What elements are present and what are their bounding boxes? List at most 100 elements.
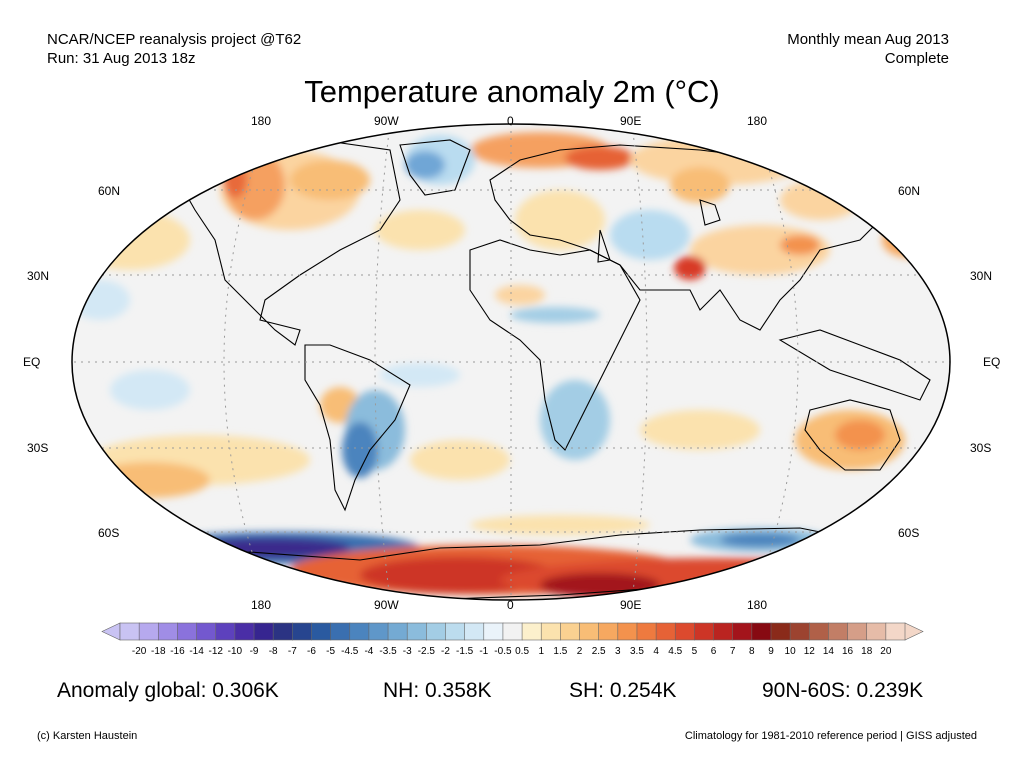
legend-tick-label: -3.5: [379, 646, 397, 657]
legend-tick-label: 18: [861, 646, 873, 657]
lon-label-top-180e: 180: [747, 114, 768, 128]
legend-swatch: [560, 622, 581, 641]
legend-swatch: [789, 622, 810, 641]
legend-swatch: [502, 622, 523, 641]
legend-tick-label: 8: [749, 646, 755, 657]
legend-swatch: [272, 622, 293, 641]
legend-swatch: [808, 622, 830, 641]
legend-swatch: [349, 622, 370, 641]
legend-swatch: [713, 622, 734, 641]
stat-nh: NH: 0.358K: [383, 679, 492, 702]
lat-label-left-60n: 60N: [98, 184, 121, 198]
legend-arrow-high: [904, 622, 924, 641]
legend-tick-label: -1: [479, 646, 489, 657]
lon-label-bottom-90w: 90W: [374, 598, 399, 612]
legend-tick-label: 14: [822, 646, 834, 657]
legend-tick-label: -6: [307, 646, 316, 657]
graticule: [72, 124, 950, 600]
legend-tick-label: -20: [131, 646, 147, 657]
credit-label: (c) Karsten Haustein: [37, 730, 138, 742]
climatology-note: Climatology for 1981-2010 reference peri…: [684, 730, 977, 742]
legend-tick-label: -2.5: [417, 646, 435, 657]
legend-tick-label: 5: [691, 646, 698, 657]
legend-swatch: [119, 622, 140, 641]
legend-tick-label: -9: [249, 646, 259, 657]
lon-label-bottom-90e: 90E: [620, 598, 642, 612]
lon-label-top-90w: 90W: [374, 114, 399, 128]
legend-swatch: [387, 622, 408, 641]
legend-tick-label: -5: [326, 646, 336, 657]
legend-swatch: [694, 622, 715, 641]
lat-label-right-eq: EQ: [983, 355, 1001, 369]
legend-swatch: [406, 622, 427, 641]
legend-swatch: [655, 622, 676, 641]
lon-label-top-0: 0: [507, 114, 514, 128]
legend-tick-label: 3: [615, 646, 621, 657]
legend-swatch: [579, 622, 600, 641]
legend-tick-label: 12: [803, 646, 815, 657]
legend-swatch: [521, 622, 542, 641]
legend-tick-label: -16: [170, 646, 185, 657]
lat-label-left-30n: 30N: [27, 269, 50, 283]
legend-swatch: [828, 622, 849, 641]
legend-swatch: [292, 622, 313, 641]
legend-tick-label: 10: [784, 646, 796, 657]
legend-tick-label: 7: [729, 646, 736, 657]
legend-tick-label: -7: [287, 646, 297, 657]
lon-label-bottom-0: 0: [507, 598, 514, 612]
map-title: Temperature anomaly 2m (°C): [304, 74, 720, 109]
legend-swatch: [751, 622, 772, 641]
completeness-label: Complete: [884, 50, 949, 67]
legend-swatch: [445, 622, 466, 641]
legend-tick-label: -2: [441, 646, 450, 657]
legend-swatch: [234, 622, 255, 641]
source-label: NCAR/NCEP reanalysis project @T62: [47, 31, 302, 48]
legend-tick-label: 4.5: [668, 646, 683, 657]
legend-tick-label: -10: [227, 646, 243, 657]
legend-swatch: [253, 622, 274, 641]
lat-label-right-60s: 60S: [898, 526, 920, 540]
legend-tick-label: -4.5: [341, 646, 359, 657]
lat-label-right-30s: 30S: [970, 441, 992, 455]
legend-tick-label: -12: [208, 646, 223, 657]
legend-swatch: [885, 622, 906, 641]
legend-swatch: [157, 622, 179, 641]
lat-label-left-30s: 30S: [27, 441, 49, 455]
legend-tick-label: 4: [653, 646, 659, 657]
lat-label-left-60s: 60S: [98, 526, 120, 540]
legend-tick-label: 16: [841, 646, 854, 657]
legend-swatch: [540, 622, 561, 641]
legend-tick-label: 9: [768, 646, 774, 657]
legend-swatch: [866, 622, 887, 641]
legend-tick-label: -4: [364, 646, 374, 657]
legend-swatch: [426, 622, 447, 641]
lat-label-left-eq: EQ: [23, 355, 41, 369]
legend-swatch: [368, 622, 389, 641]
legend-tick-label: -18: [151, 646, 166, 657]
legend-swatch: [464, 622, 485, 641]
stat-global: Anomaly global: 0.306K: [57, 679, 279, 702]
legend-tick-label: 1: [538, 646, 544, 657]
lon-label-top-90e: 90E: [620, 114, 642, 128]
legend-swatch: [598, 622, 619, 641]
legend-swatch: [617, 622, 638, 641]
period-label: Monthly mean Aug 2013: [787, 31, 949, 48]
legend-tick-label: 2: [576, 646, 583, 657]
legend-tick-label: -1.5: [456, 646, 474, 657]
legend-swatch: [177, 622, 198, 641]
stat-90n-60s: 90N-60S: 0.239K: [762, 679, 924, 702]
lon-label-top-180w: 180: [251, 114, 272, 128]
lon-label-bottom-180e: 180: [747, 598, 768, 612]
legend-swatch: [311, 622, 332, 641]
legend-swatch: [138, 622, 159, 641]
lat-label-right-30n: 30N: [970, 269, 993, 283]
legend-tick-label: -8: [268, 646, 278, 657]
legend-swatch: [483, 622, 504, 641]
legend-swatch: [215, 622, 236, 641]
legend-tick-label: 1.5: [553, 646, 568, 657]
legend-swatch: [770, 622, 791, 641]
legend-swatch: [847, 622, 868, 641]
legend-tick-label: 2.5: [591, 646, 606, 657]
globe-outline: [71, 123, 951, 601]
